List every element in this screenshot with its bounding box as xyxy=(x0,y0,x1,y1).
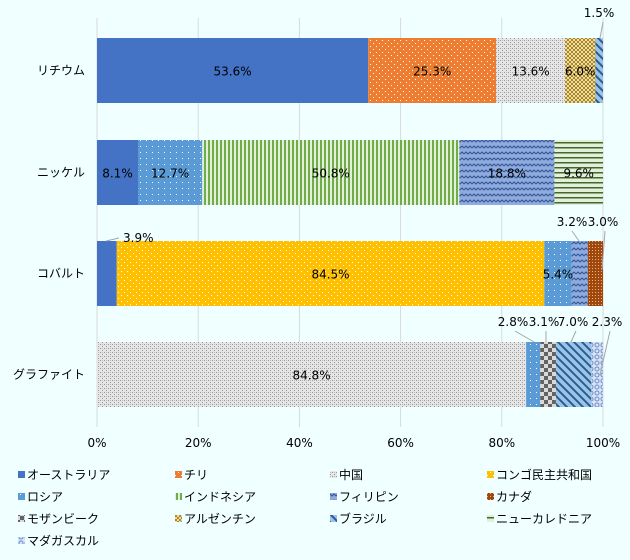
leader-line xyxy=(571,230,580,242)
data-label: 6.0% xyxy=(565,65,596,79)
bar-segment-mdg xyxy=(591,342,603,407)
legend-swatch-mdg xyxy=(18,537,25,544)
bar-segment-arg xyxy=(565,38,596,103)
data-label: 53.6% xyxy=(214,65,252,79)
legend-label: ニューカレドニア xyxy=(496,512,592,526)
legend-label: フィリピン xyxy=(339,490,399,504)
bar-segment-rus xyxy=(544,241,572,306)
bar-segment-idn xyxy=(202,140,460,205)
legend-label: カナダ xyxy=(496,489,532,504)
category-label: グラファイト xyxy=(13,368,85,382)
data-label: 25.3% xyxy=(413,65,451,79)
data-label: 13.6% xyxy=(512,65,550,79)
data-label: 3.1% xyxy=(529,315,560,329)
bar-segment-phl xyxy=(459,140,555,205)
data-label: 2.3% xyxy=(592,315,623,329)
data-label: 3.2% xyxy=(557,215,588,229)
legend-swatch-rus xyxy=(18,493,25,500)
bar-segment-bra xyxy=(595,38,603,103)
legend-item: モザンビーク xyxy=(18,512,99,526)
legend-swatch-idn xyxy=(175,493,182,500)
legend-item: カナダ xyxy=(487,489,532,504)
legend-item: コンゴ民主共和国 xyxy=(487,467,592,482)
legend-swatch-aus xyxy=(18,471,25,478)
legend-swatch-bra xyxy=(330,515,337,522)
leader-line xyxy=(601,230,606,271)
category-label: リチウム xyxy=(37,64,85,78)
bar-segment-aus xyxy=(97,38,369,103)
legend-label: オーストラリア xyxy=(27,468,110,482)
legend-swatch-can xyxy=(487,493,494,500)
legend-item: チリ xyxy=(175,468,208,482)
legend-swatch-arg xyxy=(175,515,182,522)
x-tick-label: 100% xyxy=(586,436,620,450)
data-label: 50.8% xyxy=(312,167,350,181)
x-tick-label: 40% xyxy=(286,436,313,450)
legend-item: ブラジル xyxy=(330,511,387,526)
legend-item: 中国 xyxy=(330,467,363,482)
legend-item: インドネシア xyxy=(175,490,256,504)
legend-label: アルゼンチン xyxy=(184,512,256,526)
legend-item: マダガスカル xyxy=(18,533,99,548)
bar-segment-chl xyxy=(368,38,497,103)
bar-segment-bra xyxy=(555,342,592,407)
bar-segment-aus xyxy=(97,140,138,205)
data-label: 8.1% xyxy=(102,167,133,181)
legend-item: アルゼンチン xyxy=(175,512,256,526)
legend-swatch-drc xyxy=(487,471,494,478)
bar-segment-aus xyxy=(97,241,117,306)
x-tick-label: 60% xyxy=(387,436,414,450)
bar-segment-can xyxy=(587,241,603,306)
bar-segment-phl xyxy=(571,241,588,306)
legend-item: オーストラリア xyxy=(18,468,110,482)
category-label: コバルト xyxy=(37,267,85,281)
bar-segment-rus xyxy=(526,342,541,407)
legend-label: コンゴ民主共和国 xyxy=(496,467,592,482)
legend-label: 中国 xyxy=(339,467,363,482)
legend-swatch-chn xyxy=(330,471,337,478)
data-label: 5.4% xyxy=(543,268,574,282)
leader-line xyxy=(514,330,535,343)
legend-label: インドネシア xyxy=(184,490,256,504)
legend-label: モザンビーク xyxy=(27,512,99,526)
data-label: 84.8% xyxy=(292,369,330,383)
bar-segment-ncl xyxy=(554,140,603,205)
legend-label: ブラジル xyxy=(339,511,387,526)
legend-swatch-chl xyxy=(175,471,182,478)
leader-line xyxy=(570,330,577,343)
legend-swatch-phl xyxy=(330,493,337,500)
bar-segment-rus xyxy=(137,140,203,205)
category-label: ニッケル xyxy=(37,166,85,180)
data-label: 3.0% xyxy=(588,215,619,229)
data-label: 12.7% xyxy=(151,167,189,181)
bar-segment-chn xyxy=(97,342,527,407)
bar-segment-drc xyxy=(116,241,545,306)
leader-line xyxy=(599,330,611,376)
legend-label: マダガスカル xyxy=(27,533,99,548)
data-label: 7.0% xyxy=(558,315,589,329)
leader-line xyxy=(599,21,604,39)
data-label: 2.8% xyxy=(498,315,529,329)
legend-item: ロシア xyxy=(18,490,63,504)
legend-item: ニューカレドニア xyxy=(487,512,592,526)
legend-label: チリ xyxy=(184,468,208,482)
legend-label: ロシア xyxy=(27,490,63,504)
x-tick-label: 20% xyxy=(185,436,212,450)
legend-swatch-ncl xyxy=(487,515,494,522)
data-label: 18.8% xyxy=(488,167,526,181)
bar-segment-chn xyxy=(496,38,566,103)
legend-item: フィリピン xyxy=(330,490,399,504)
data-label: 1.5% xyxy=(584,6,615,20)
x-tick-label: 80% xyxy=(488,436,515,450)
x-tick-label: 0% xyxy=(87,436,106,450)
data-label: 3.9% xyxy=(123,231,154,245)
data-label: 84.5% xyxy=(311,268,349,282)
leader-line xyxy=(105,237,120,242)
data-label: 9.6% xyxy=(563,167,594,181)
bar-segment-moz xyxy=(540,342,556,407)
legend-swatch-moz xyxy=(18,515,25,522)
